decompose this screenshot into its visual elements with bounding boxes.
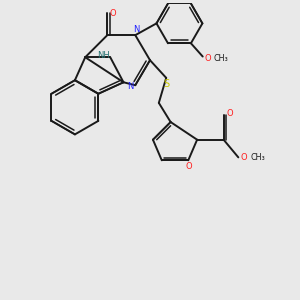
- Text: S: S: [163, 79, 169, 89]
- Text: O: O: [109, 9, 116, 18]
- Text: CH₃: CH₃: [214, 53, 228, 62]
- Text: O: O: [240, 153, 247, 162]
- Text: N: N: [127, 82, 133, 91]
- Text: O: O: [227, 109, 233, 118]
- Text: CH₃: CH₃: [250, 153, 265, 162]
- Text: O: O: [204, 53, 211, 62]
- Text: NH: NH: [98, 51, 110, 60]
- Text: O: O: [186, 162, 192, 171]
- Text: N: N: [134, 26, 140, 34]
